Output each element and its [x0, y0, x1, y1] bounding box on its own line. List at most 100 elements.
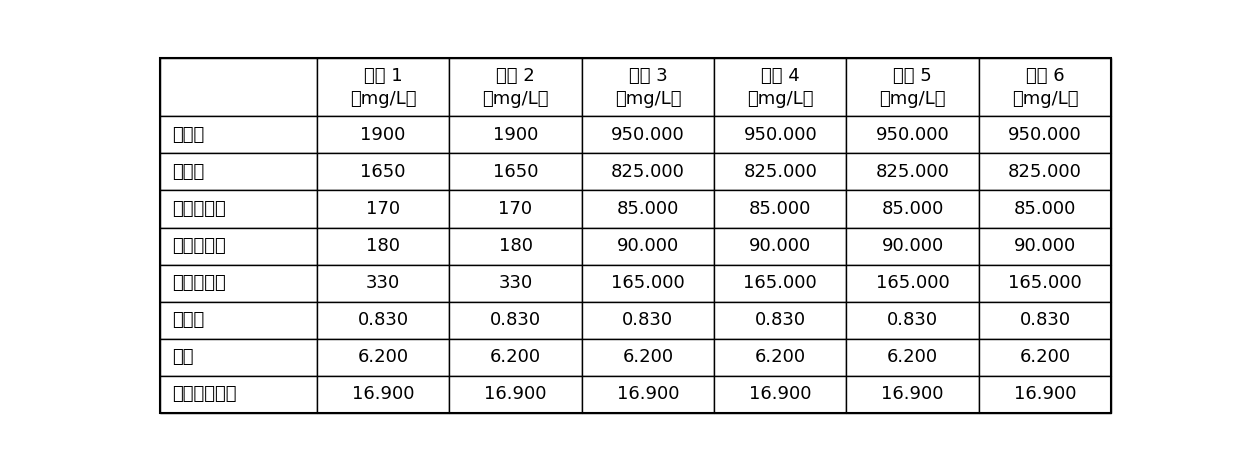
Text: 硝酸钾: 硝酸钾	[172, 126, 205, 144]
Text: 165.000: 165.000	[875, 274, 950, 292]
Bar	[978, 191, 1111, 227]
Bar	[449, 116, 582, 153]
Text: 6.200: 6.200	[357, 348, 409, 366]
Text: （mg/L）: （mg/L）	[350, 90, 417, 108]
Text: 0.830: 0.830	[755, 311, 806, 329]
Text: 配方 3: 配方 3	[629, 68, 667, 85]
Bar	[449, 302, 582, 339]
Text: 170: 170	[366, 200, 401, 218]
Text: 配方 2: 配方 2	[496, 68, 534, 85]
Text: （mg/L）: （mg/L）	[615, 90, 681, 108]
Text: 无水硫酸镁: 无水硫酸镁	[172, 237, 226, 255]
Text: 6.200: 6.200	[1019, 348, 1070, 366]
Text: 16.900: 16.900	[616, 385, 680, 404]
Bar	[847, 191, 978, 227]
Text: 85.000: 85.000	[882, 200, 944, 218]
Bar	[317, 116, 449, 153]
Text: 配方 4: 配方 4	[761, 68, 800, 85]
Text: 0.830: 0.830	[622, 311, 673, 329]
Text: 330: 330	[366, 274, 401, 292]
Text: 配方 1: 配方 1	[363, 68, 403, 85]
Bar	[847, 116, 978, 153]
Bar	[978, 116, 1111, 153]
Text: 180: 180	[366, 237, 401, 255]
Text: 6.200: 6.200	[490, 348, 541, 366]
Text: 1900: 1900	[361, 126, 405, 144]
Text: 0.830: 0.830	[490, 311, 541, 329]
Text: （mg/L）: （mg/L）	[482, 90, 549, 108]
Text: 硝酸铵: 硝酸铵	[172, 163, 205, 181]
Text: 1650: 1650	[361, 163, 405, 181]
Text: 825.000: 825.000	[611, 163, 684, 181]
Bar	[714, 116, 847, 153]
Bar	[160, 116, 317, 153]
Bar	[317, 339, 449, 376]
Text: 90.000: 90.000	[1014, 237, 1076, 255]
Text: （mg/L）: （mg/L）	[879, 90, 946, 108]
Text: 碘化钾: 碘化钾	[172, 311, 205, 329]
Text: （mg/L）: （mg/L）	[746, 90, 813, 108]
Bar	[317, 302, 449, 339]
Bar	[714, 376, 847, 413]
Text: 165.000: 165.000	[1008, 274, 1081, 292]
Text: 950.000: 950.000	[611, 126, 684, 144]
Bar	[847, 227, 978, 265]
Bar	[714, 227, 847, 265]
Bar	[317, 227, 449, 265]
Bar	[449, 376, 582, 413]
Text: 6.200: 6.200	[887, 348, 939, 366]
Text: 165.000: 165.000	[611, 274, 684, 292]
Bar	[160, 302, 317, 339]
Text: 16.900: 16.900	[352, 385, 414, 404]
Text: 0.830: 0.830	[887, 311, 939, 329]
Bar	[714, 153, 847, 191]
Bar	[160, 191, 317, 227]
Bar	[160, 265, 317, 302]
Bar	[582, 153, 714, 191]
Bar	[582, 265, 714, 302]
Bar	[978, 376, 1111, 413]
Bar	[582, 116, 714, 153]
Text: 85.000: 85.000	[749, 200, 811, 218]
Text: 180: 180	[498, 237, 532, 255]
Text: 0.830: 0.830	[357, 311, 409, 329]
Bar	[449, 339, 582, 376]
Text: 1650: 1650	[492, 163, 538, 181]
Text: 170: 170	[498, 200, 532, 218]
Bar	[714, 58, 847, 116]
Bar	[160, 58, 317, 116]
Bar	[978, 153, 1111, 191]
Text: 无水氯化钙: 无水氯化钙	[172, 274, 226, 292]
Bar	[317, 265, 449, 302]
Bar	[449, 227, 582, 265]
Bar	[317, 191, 449, 227]
Bar	[582, 376, 714, 413]
Bar	[582, 191, 714, 227]
Bar	[317, 58, 449, 116]
Text: 0.830: 0.830	[1019, 311, 1070, 329]
Bar	[582, 58, 714, 116]
Bar	[582, 302, 714, 339]
Bar	[582, 339, 714, 376]
Text: 90.000: 90.000	[882, 237, 944, 255]
Text: 16.900: 16.900	[1014, 385, 1076, 404]
Bar	[847, 265, 978, 302]
Bar	[714, 265, 847, 302]
Bar	[160, 339, 317, 376]
Text: 16.900: 16.900	[882, 385, 944, 404]
Bar	[847, 302, 978, 339]
Bar	[847, 153, 978, 191]
Text: 6.200: 6.200	[755, 348, 806, 366]
Text: 165.000: 165.000	[744, 274, 817, 292]
Bar	[714, 302, 847, 339]
Bar	[714, 191, 847, 227]
Bar	[582, 227, 714, 265]
Text: 950.000: 950.000	[744, 126, 817, 144]
Text: 配方 5: 配方 5	[893, 68, 932, 85]
Text: 825.000: 825.000	[743, 163, 817, 181]
Bar	[978, 339, 1111, 376]
Bar	[449, 265, 582, 302]
Bar	[449, 153, 582, 191]
Text: 90.000: 90.000	[749, 237, 811, 255]
Text: 950.000: 950.000	[1008, 126, 1081, 144]
